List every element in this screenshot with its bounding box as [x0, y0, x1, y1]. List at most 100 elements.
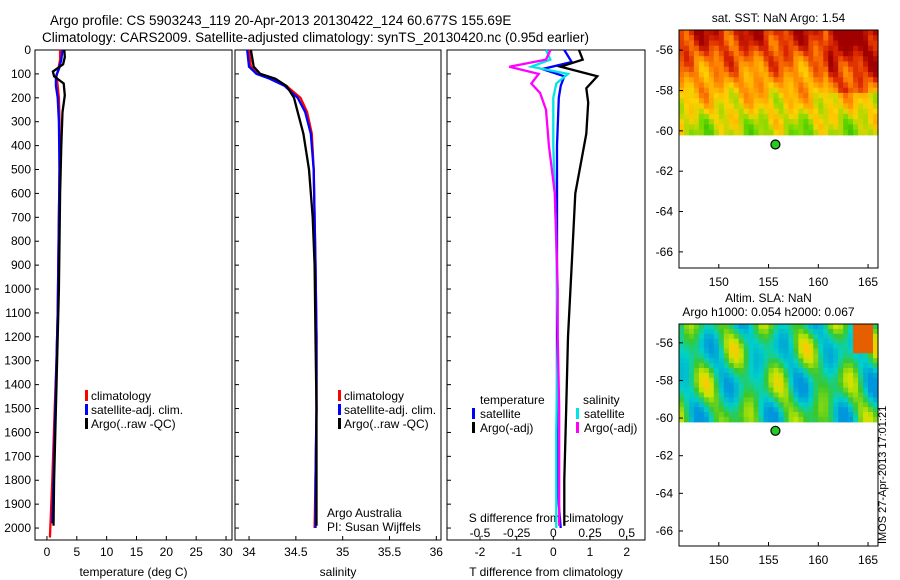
heatmap-cell — [813, 324, 819, 330]
heatmap-cell — [793, 333, 799, 340]
heatmap-cell — [768, 35, 775, 41]
heatmap-cell — [853, 343, 859, 350]
heatmap-cell — [843, 129, 849, 136]
heatmap-cell — [723, 343, 730, 350]
heatmap-cell — [743, 61, 750, 68]
heatmap-cell — [843, 56, 849, 62]
heatmap-cell — [703, 372, 710, 379]
heatmap-cell — [743, 392, 750, 398]
heatmap-cell — [723, 82, 730, 89]
heatmap-cell — [773, 129, 780, 136]
heatmap-cell — [778, 51, 785, 57]
heatmap-cell — [838, 124, 844, 131]
heatmap-cell — [838, 402, 844, 408]
heatmap-cell — [793, 66, 799, 73]
heatmap-cell — [838, 353, 844, 359]
heatmap-cell — [763, 103, 770, 110]
legend-label: climatology — [91, 389, 151, 403]
heatmap-cell — [708, 119, 715, 125]
heatmap-cell — [868, 392, 874, 398]
legend-swatch — [576, 408, 579, 419]
heatmap-cell — [823, 407, 829, 413]
heatmap-cell — [703, 343, 710, 350]
heatmap-cell — [863, 35, 869, 41]
heatmap-cell — [718, 119, 725, 125]
heatmap-cell — [713, 324, 720, 330]
heatmap-cell — [798, 348, 804, 354]
heatmap-cell — [798, 328, 804, 335]
heatmap-cell — [733, 119, 740, 125]
heatmap-cell — [863, 363, 869, 369]
heatmap-cell — [738, 353, 745, 359]
y-tick-label: 1500 — [4, 402, 31, 416]
heatmap-cell — [853, 348, 859, 354]
header-line2: Climatology: CARS2009. Satellite-adjuste… — [42, 30, 589, 45]
heatmap-cell — [778, 35, 785, 41]
heatmap-cell — [873, 66, 879, 73]
heatmap-cell — [773, 51, 780, 57]
heatmap-cell — [833, 358, 839, 364]
heatmap-cell — [708, 82, 715, 89]
heatmap-cell — [793, 124, 799, 131]
heatmap-cell — [863, 82, 869, 89]
heatmap-cell — [748, 103, 755, 110]
heatmap-cell — [718, 324, 725, 330]
heatmap-cell — [838, 387, 844, 394]
heatmap-cell — [689, 51, 695, 57]
heatmap-cell — [788, 35, 795, 41]
legend-label: Argo(..raw -QC) — [344, 417, 429, 431]
heatmap-cell — [708, 372, 715, 379]
heatmap-cell — [768, 343, 775, 350]
heatmap-cell — [684, 358, 690, 364]
heatmap-cell — [718, 372, 725, 379]
heatmap-cell — [768, 40, 775, 47]
heatmap-cell — [748, 30, 755, 36]
heatmap-cell — [768, 333, 775, 340]
heatmap-cell — [788, 98, 795, 104]
heatmap-cell — [689, 348, 695, 354]
heatmap-cell — [873, 372, 879, 379]
heatmap-cell — [828, 113, 834, 120]
heatmap-cell — [723, 348, 730, 354]
heatmap-cell — [748, 368, 755, 374]
legend-swatch — [85, 404, 88, 415]
side-label-text: IMOS 27-Apr-2013 17:01:21 — [877, 406, 889, 544]
y-tick-label: 400 — [11, 139, 31, 153]
heatmap-cell — [813, 358, 819, 364]
heatmap-cell — [773, 372, 780, 379]
heatmap-cell — [793, 72, 799, 78]
heatmap-cell — [679, 412, 685, 418]
heatmap-cell — [873, 61, 879, 68]
heatmap-cell — [748, 324, 755, 330]
heatmap-cell — [858, 129, 864, 136]
heatmap-cell — [798, 72, 804, 78]
heatmap-cell — [718, 358, 725, 364]
heatmap-cell — [748, 92, 755, 99]
heatmap-cell — [858, 61, 864, 68]
heatmap-cell — [843, 40, 849, 47]
heatmap-cell — [708, 35, 715, 41]
heatmap-cell — [818, 363, 824, 369]
heatmap-cell — [713, 66, 720, 73]
heatmap-cell — [783, 338, 790, 345]
x-tick-label: 150 — [709, 275, 729, 289]
heatmap-cell — [853, 98, 859, 104]
heatmap-cell — [808, 92, 814, 99]
heatmap-cell — [798, 45, 804, 52]
heatmap-cell — [713, 368, 720, 374]
heatmap-cell — [808, 363, 814, 369]
heatmap-cell — [848, 129, 854, 136]
heatmap-cell — [733, 77, 740, 83]
heatmap-cell — [693, 368, 700, 374]
heatmap-cell — [828, 412, 834, 418]
heatmap-cell — [803, 124, 809, 131]
heatmap-cell — [753, 333, 760, 340]
heatmap-cell — [698, 392, 705, 398]
heatmap-cell — [718, 387, 725, 394]
temperature-panel: 0100200300400500600700800900100011001200… — [4, 43, 233, 579]
heatmap-cell — [793, 348, 799, 354]
heatmap-cell — [689, 412, 695, 418]
s-tick-label: 0 — [550, 526, 557, 540]
heatmap-cell — [693, 338, 700, 345]
heatmap-cell — [833, 51, 839, 57]
